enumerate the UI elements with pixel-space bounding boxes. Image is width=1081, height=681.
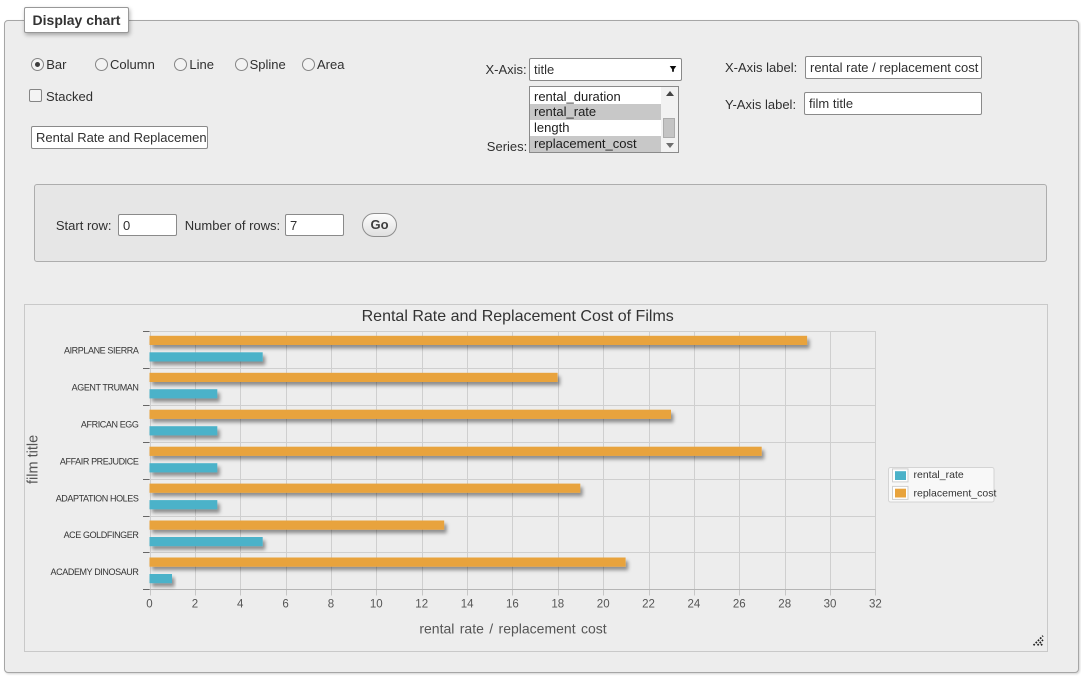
svg-text:replacement_cost: replacement_cost bbox=[914, 487, 997, 499]
svg-text:28: 28 bbox=[778, 599, 791, 611]
svg-text:AIRPLANE SIERRA: AIRPLANE SIERRA bbox=[64, 346, 139, 356]
svg-text:14: 14 bbox=[461, 599, 474, 611]
svg-text:AFRICAN EGG: AFRICAN EGG bbox=[81, 419, 139, 429]
svg-text:AGENT TRUMAN: AGENT TRUMAN bbox=[72, 382, 139, 392]
svg-text:30: 30 bbox=[824, 599, 837, 611]
svg-text:4: 4 bbox=[237, 599, 244, 611]
svg-text:rental rate / replacement cost: rental rate / replacement cost bbox=[419, 621, 606, 637]
svg-text:Rental Rate and Replacement Co: Rental Rate and Replacement Cost of Film… bbox=[362, 308, 674, 325]
svg-text:ACE GOLDFINGER: ACE GOLDFINGER bbox=[64, 530, 140, 540]
svg-text:8: 8 bbox=[328, 599, 334, 611]
svg-text:26: 26 bbox=[733, 599, 746, 611]
svg-text:AFFAIR PREJUDICE: AFFAIR PREJUDICE bbox=[60, 456, 139, 466]
svg-text:22: 22 bbox=[642, 599, 655, 611]
svg-text:rental_rate: rental_rate bbox=[914, 469, 964, 481]
svg-text:32: 32 bbox=[869, 599, 882, 611]
svg-text:ACADEMY DINOSAUR: ACADEMY DINOSAUR bbox=[51, 567, 140, 577]
svg-text:6: 6 bbox=[282, 599, 288, 611]
svg-text:film title: film title bbox=[26, 435, 42, 484]
svg-text:18: 18 bbox=[551, 599, 564, 611]
svg-text:0: 0 bbox=[146, 599, 152, 611]
svg-text:16: 16 bbox=[506, 599, 519, 611]
svg-text:20: 20 bbox=[597, 599, 610, 611]
svg-text:24: 24 bbox=[688, 599, 701, 611]
svg-text:10: 10 bbox=[370, 599, 383, 611]
svg-text:ADAPTATION HOLES: ADAPTATION HOLES bbox=[56, 493, 139, 503]
svg-text:12: 12 bbox=[415, 599, 428, 611]
svg-text:2: 2 bbox=[192, 599, 198, 611]
